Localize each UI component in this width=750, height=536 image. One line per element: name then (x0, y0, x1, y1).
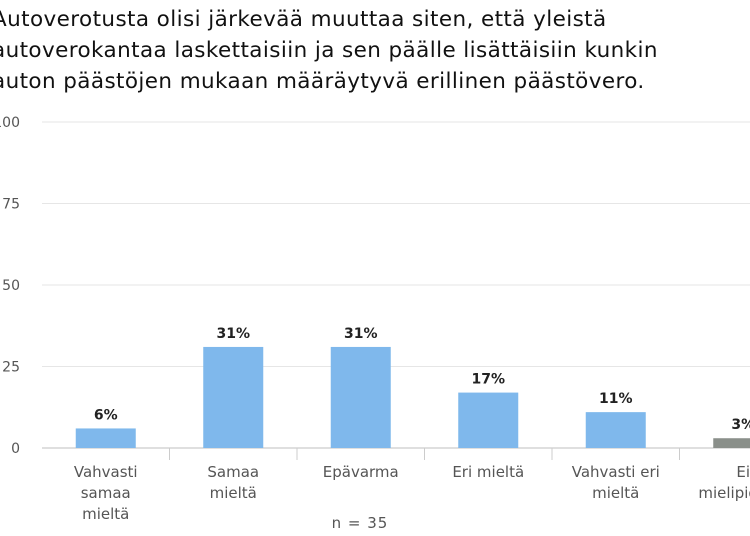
bar[interactable] (585, 412, 646, 448)
bar-value-label: 17% (471, 372, 505, 388)
chart-title: Autoverotusta olisi järkevää muuttaa sit… (0, 4, 750, 97)
y-tick-label: 75 (2, 197, 20, 213)
y-tick-label: 50 (2, 278, 20, 294)
bar-value-label: 31% (344, 326, 378, 342)
bar-value-label: 3% (731, 417, 750, 433)
x-tick-label: mieltä (592, 484, 639, 502)
chart-title-line-3: auton päästöjen mukaan määräytyvä erilli… (0, 69, 645, 94)
x-tick-label: Ei (736, 463, 750, 481)
bar[interactable] (458, 392, 519, 448)
x-tick-label: mieltä (82, 505, 129, 523)
x-tick-label: Epävarma (323, 463, 399, 481)
bar[interactable] (330, 346, 391, 448)
bar-value-label: 6% (94, 407, 118, 423)
x-tick-label: Vahvasti (74, 463, 138, 481)
x-tick-label: Vahvasti eri (572, 463, 660, 481)
chart-title-line-1: Autoverotusta olisi järkevää muuttaa sit… (0, 7, 607, 32)
x-tick-label: Samaa (207, 463, 259, 481)
bar-value-label: 11% (599, 391, 633, 407)
y-tick-label: 0 (11, 441, 20, 457)
x-tick-label: mieltä (210, 484, 257, 502)
bar[interactable] (75, 428, 136, 448)
bar[interactable] (713, 438, 750, 448)
x-tick-label: Eri mieltä (452, 463, 524, 481)
x-tick-label: mielipidettä (698, 484, 750, 502)
y-tick-label: 100 (0, 115, 20, 131)
x-tick-label: samaa (81, 484, 131, 502)
chart-title-line-2: autoverokantaa laskettaisiin ja sen pääl… (0, 38, 658, 63)
y-tick-label: 25 (2, 360, 20, 376)
sample-size-label: n = 35 (331, 514, 389, 532)
bar-value-label: 31% (216, 326, 250, 342)
bar[interactable] (203, 346, 264, 448)
